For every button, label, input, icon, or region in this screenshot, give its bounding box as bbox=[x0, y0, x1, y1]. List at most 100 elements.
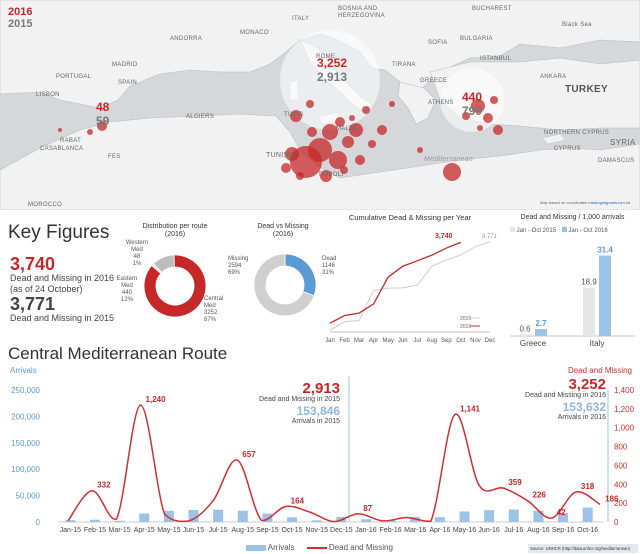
cmr-right-tick-0: 1,400 bbox=[614, 386, 635, 395]
cmr-left-tick-0: 250,000 bbox=[11, 386, 40, 395]
label-ankara: ANKARA bbox=[540, 74, 567, 80]
route-western-pct: 1% bbox=[132, 261, 142, 267]
dm-missing-label: Missing 2594 69% bbox=[228, 256, 248, 277]
cmr-month-13: Feb-16 bbox=[379, 527, 401, 534]
route-eastern-label: Eastern Med 440 12% bbox=[112, 276, 142, 304]
cmr-month-3: Apr-15 bbox=[134, 527, 155, 534]
label-turkey: TURKEY bbox=[565, 84, 608, 95]
source-note[interactable]: Source: UNHCR (http://data.unhcr.org/med… bbox=[528, 544, 638, 553]
dm-missing-value: 2594 bbox=[228, 263, 242, 269]
label-malta: MALTA bbox=[336, 126, 357, 132]
cum-month-1: Feb bbox=[339, 338, 350, 344]
dm-donut bbox=[253, 253, 317, 317]
label-portugal: PORTUGAL bbox=[56, 74, 92, 80]
cmr-month-14: Mar-16 bbox=[404, 527, 426, 534]
cmr-dead-label-5: 1,141 bbox=[460, 404, 481, 413]
cmr-bar-1 bbox=[89, 519, 100, 522]
dm-donut-title-text: Dead vs Missing bbox=[257, 223, 309, 230]
cmr-dead-label-6: 359 bbox=[508, 478, 522, 487]
cmr-dead-label-9: 318 bbox=[581, 482, 595, 491]
ann-2015-big: 2,913 bbox=[302, 380, 340, 397]
cmr-bar-20 bbox=[558, 513, 569, 522]
legend-2016-text: Jan - Oct 2016 bbox=[568, 228, 608, 234]
cmr-month-9: Oct-15 bbox=[282, 527, 303, 534]
dm-dead-pct: 31% bbox=[322, 270, 335, 276]
cumulative-chart: Jan Feb Mar Apr May Jun Jul Aug Sep Oct Nov Dec 2015… bbox=[325, 233, 498, 344]
cmr-month-0: Jan-15 bbox=[60, 527, 82, 534]
legend-arrivals-swatch bbox=[246, 544, 266, 551]
cmr-month-5: Jun-15 bbox=[183, 527, 205, 534]
cmr-bar-12 bbox=[360, 519, 371, 522]
cmr-bar-2 bbox=[114, 520, 125, 522]
dm-donut-subtitle: (2016) bbox=[272, 231, 294, 238]
route-donut-title-text: Distribution per route bbox=[142, 223, 208, 230]
cum-month-11: Dec bbox=[485, 338, 496, 344]
per1000-bar-Greece-v2015 bbox=[519, 334, 531, 336]
cumulative-title: Cumulative Dead & Missing per Year bbox=[348, 213, 472, 222]
cmr-bar-21 bbox=[582, 507, 593, 522]
cmr-bar-10 bbox=[311, 520, 322, 522]
map-credit-link[interactable]: missingmigrants.iom.int bbox=[588, 200, 631, 205]
cmr-right-tick-3: 800 bbox=[614, 443, 628, 452]
cmr-month-18: Jul-16 bbox=[504, 527, 523, 534]
route-eastern-name: Eastern Med bbox=[116, 276, 138, 289]
cmr-month-8: Sep-15 bbox=[256, 527, 279, 534]
legend-dead-swatch bbox=[306, 546, 327, 549]
cmr-bar-3 bbox=[139, 513, 150, 522]
dm-dead-label: Dead 1146 31% bbox=[322, 256, 336, 277]
cmr-month-4: May-15 bbox=[157, 527, 180, 534]
cmr-legend: Arrivals Dead and Missing bbox=[246, 543, 393, 552]
cmr-bar-5 bbox=[188, 509, 199, 522]
cmr-bar-19 bbox=[533, 510, 544, 522]
ann-2015-desc: Dead and Missing in 2015 bbox=[259, 396, 340, 403]
legend-arrivals-text: Arrivals bbox=[267, 543, 295, 552]
cmr-dead-label-0: 332 bbox=[97, 481, 111, 490]
label-sea: Mediterranean bbox=[424, 156, 474, 163]
per1000-bar-Italy-v2015 bbox=[583, 287, 595, 336]
cmr-bar-17 bbox=[484, 510, 495, 522]
route-donut-title: Distribution per route (2016) bbox=[140, 223, 210, 239]
ann-2016-arr-desc: Arrivals in 2016 bbox=[557, 414, 606, 421]
route-central-value: 3252 bbox=[204, 310, 218, 316]
label-morocco: MOROCCO bbox=[28, 202, 63, 208]
route-western-name: Western Med bbox=[125, 240, 149, 253]
label-rabat: RABAT bbox=[60, 138, 82, 144]
central-2015: 2,913 bbox=[316, 70, 348, 84]
cmr-dead-label-1: 1,240 bbox=[146, 395, 167, 404]
route-map: 2016 2015 ITALY BOSNIA AND HERZEGOVINA B… bbox=[0, 0, 640, 210]
route-central-label: Central Med 3252 87% bbox=[204, 296, 234, 324]
per1000-title: Dead and Missing / 1,000 arrivals bbox=[520, 214, 625, 221]
label-casablanca: CASABLANCA bbox=[40, 146, 84, 152]
label-bucharest: BUCHAREST bbox=[472, 6, 512, 12]
legend-2015-swatch bbox=[510, 227, 515, 232]
label-madrid: MADRID bbox=[112, 62, 138, 68]
label-algiers: ALGIERS bbox=[186, 114, 215, 120]
per1000-label-Greece-v2016: 2.7 bbox=[535, 319, 547, 328]
label-damascus: DAMASCUS bbox=[598, 158, 635, 164]
cum-legend-2015: 2015 bbox=[460, 316, 471, 322]
per1000-chart: 0.6 2.7 Greece 18.9 31.4 Italy bbox=[510, 246, 635, 348]
cmr-left-tick-4: 50,000 bbox=[16, 492, 41, 501]
cmr-dead-label-4: 87 bbox=[363, 504, 372, 513]
label-tunisia: TUNISIA bbox=[266, 152, 296, 159]
per1000-group-Italy: Italy bbox=[590, 339, 605, 348]
label-tunis: TUNIS bbox=[284, 112, 304, 118]
cum-month-2: Mar bbox=[354, 338, 364, 344]
cum-month-4: May bbox=[383, 338, 394, 344]
legend-2015: 2015 bbox=[8, 18, 33, 30]
per1000-label-Italy-v2016: 31.4 bbox=[597, 246, 613, 255]
label-sofia: SOFIA bbox=[428, 40, 448, 46]
label-istanbul: ISTANBUL bbox=[480, 56, 512, 62]
per1000-bar-Greece-v2016 bbox=[535, 329, 547, 336]
map-credit: Map based on coordinates missingmigrants… bbox=[540, 200, 630, 205]
label-monaco: MONACO bbox=[240, 30, 269, 36]
cmr-month-2: Mar-15 bbox=[108, 527, 130, 534]
cmr-dead-label-8: 42 bbox=[557, 508, 566, 517]
label-rome: ROME bbox=[316, 54, 336, 60]
label-bosnia: BOSNIA AND HERZEGOVINA bbox=[338, 6, 385, 19]
cmr-right-tick-4: 600 bbox=[614, 461, 628, 470]
cmr-dead-label-2: 657 bbox=[242, 450, 256, 459]
cmr-bar-16 bbox=[459, 511, 470, 522]
map-credit-prefix: Map based on coordinates bbox=[540, 200, 588, 205]
cmr-month-21: Oct-16 bbox=[577, 527, 598, 534]
